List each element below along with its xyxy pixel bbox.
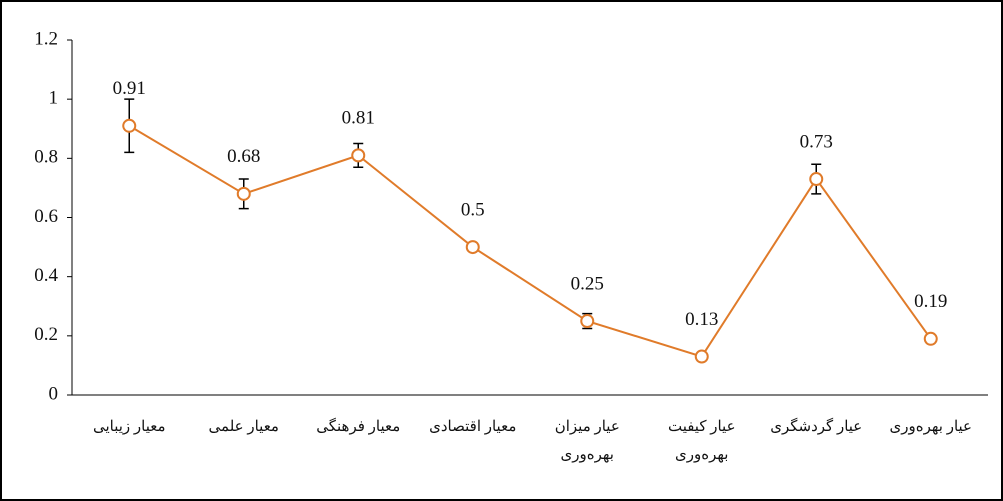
data-label: 0.25 — [571, 273, 604, 294]
marker — [923, 331, 938, 346]
x-tick-label: عیار گردشگری — [770, 419, 863, 435]
data-label: 0.5 — [461, 199, 485, 220]
y-tick-label: 0.8 — [34, 147, 58, 168]
data-label: 0.68 — [227, 146, 260, 167]
x-tick-label: عیار کیفیت بهره‌وری — [667, 419, 736, 463]
y-tick-label: 0 — [49, 383, 59, 404]
x-tick-label: معیار اقتصادی — [429, 419, 517, 435]
y-tick-label: 0.2 — [34, 324, 58, 345]
x-tick-label: معیار علمی — [208, 419, 279, 435]
y-tick-label: 1 — [49, 88, 59, 109]
marker — [236, 186, 251, 201]
data-label: 0.73 — [800, 131, 833, 152]
marker — [465, 240, 480, 255]
x-tick-label: معیار فرهنگی — [316, 419, 401, 435]
data-label: 0.81 — [342, 108, 375, 129]
y-tick-label: 0.6 — [34, 206, 58, 227]
marker — [809, 172, 824, 187]
x-tick-label: عیار میزان بهره‌وری — [554, 419, 620, 463]
x-tick-label: معیار زیبایی — [92, 419, 166, 435]
data-label: 0.13 — [685, 309, 718, 330]
marker — [580, 314, 595, 329]
marker — [694, 349, 709, 364]
x-tick-label: عیار بهره‌وری — [889, 419, 973, 435]
line — [128, 124, 932, 358]
data-label: 0.91 — [113, 78, 146, 99]
y-tick-label: 1.2 — [34, 28, 58, 49]
marker — [351, 148, 366, 163]
y-tick-label: 0.4 — [34, 265, 58, 286]
data-label: 0.19 — [914, 291, 947, 312]
marker — [122, 118, 137, 133]
